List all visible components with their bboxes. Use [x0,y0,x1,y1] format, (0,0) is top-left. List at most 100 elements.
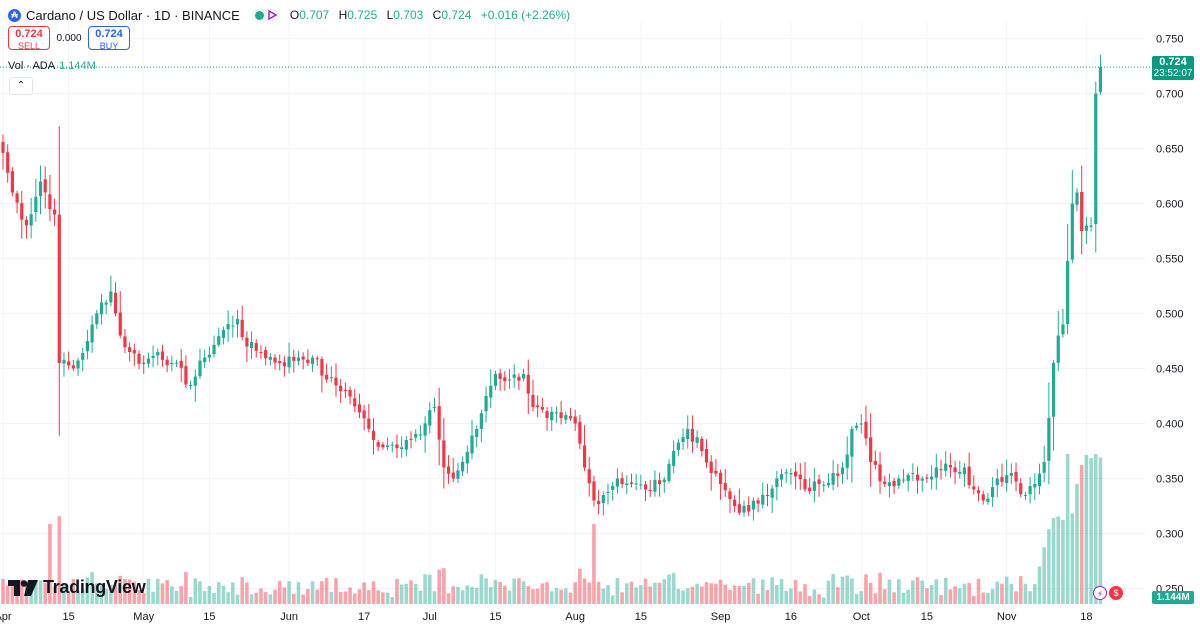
volume-bar [775,585,779,604]
volume-bar [882,589,887,604]
close-value: 0.724 [441,8,472,22]
candle-body [845,454,849,468]
volume-bar [254,592,259,604]
volume-bar [817,594,821,604]
volume-bar [1079,464,1084,604]
candle-body [503,377,507,382]
candle-body [320,358,324,376]
candle-body [704,448,709,463]
volume-bar [878,572,882,604]
candles [1,54,1103,521]
candle-body [751,500,755,510]
candle-body [212,344,216,355]
candle-body [395,444,399,449]
volume-bar [934,579,939,604]
candle-body [1051,363,1056,417]
candle-body [292,356,296,361]
bolt-icon[interactable]: ⚡ [1093,586,1107,600]
candle-body [254,343,258,351]
candle-body [1023,495,1028,496]
volume-bar [728,589,732,604]
candle-body [840,467,845,475]
candle-body [470,435,474,454]
candle-body [282,362,286,367]
volume-bar [57,516,62,604]
candle-body [658,480,662,484]
candle-body [869,437,873,462]
candle-body [662,479,666,483]
volume-bar [981,592,986,604]
volume-bar [573,582,577,604]
candle-body [493,374,498,386]
tradingview-logo[interactable]: TradingView [8,577,146,598]
volume-bar [1009,583,1014,604]
y-tick-label: 0.750 [1156,34,1184,46]
candle-body [803,479,807,490]
last-price-label: 0.724 23:52:07 [1152,56,1194,80]
candle-body [109,291,113,303]
candle-body [686,429,690,440]
candle-body [268,356,272,360]
volume-bar [1084,454,1089,604]
volume-legend[interactable]: Vol · ADA 1.144M [8,60,96,72]
volume-bar [226,592,230,604]
volume-bar [488,587,493,604]
volume-bar [479,574,484,604]
buy-label: BUY [99,41,119,51]
ohlc-values: O0.707 H0.725 L0.703 C0.724 +0.016 (+2.2… [290,8,576,22]
logo-text: TradingView [43,577,146,597]
candle-body [142,362,146,364]
candle-body [353,398,357,407]
volume-bar [1061,519,1065,604]
candle-body [390,444,394,446]
x-tick-label: May [133,611,154,623]
candle-body [1075,192,1079,205]
volume-bar [432,591,437,604]
candle-body [1070,203,1074,260]
chart-title[interactable]: Cardano / US Dollar · 1D · BINANCE [26,7,240,23]
collapse-chevron-icon[interactable]: ⌃ [9,77,33,95]
sell-button[interactable]: 0.724 SELL [8,26,50,51]
volume-bar [43,582,48,604]
volume-bar [821,597,826,604]
volume-bar [240,577,244,604]
candle-body [1084,225,1088,231]
candle-body [315,358,319,360]
volume-bar [184,572,188,604]
volume-bar [390,597,395,604]
volume-bar [568,592,573,604]
volume-bar [367,590,371,604]
volume-bar [920,580,925,604]
volume-bar [643,578,648,604]
spread-value: 0.000 [56,32,82,44]
candle-body [615,478,619,487]
x-tick-label: Apr [0,611,12,623]
volume-bar [113,584,118,604]
candle-body [339,385,343,392]
candle-body [48,194,52,210]
candle-body [409,438,413,440]
candle-body [221,330,226,338]
candle-body [404,440,408,450]
volume-bar [624,583,629,604]
volume-bar [170,586,174,604]
volume-bar [850,578,854,604]
candle-body [76,360,80,369]
candle-body [1098,67,1103,92]
volume-bar [779,579,784,604]
buy-button[interactable]: 0.724 BUY [88,26,130,51]
candle-body [822,484,826,486]
candle-body [1047,418,1051,461]
candle-body [90,324,94,343]
volume-bar [193,578,198,604]
candle-body [10,171,14,193]
volume-bar [165,580,169,604]
volume-bar [526,586,531,604]
volume-bar [864,574,868,604]
us-flag-icon[interactable]: $ [1109,586,1123,600]
open-value: 0.707 [299,8,330,22]
volume-bar [972,596,976,604]
volume-bar [896,579,901,604]
flags[interactable] [251,9,280,21]
